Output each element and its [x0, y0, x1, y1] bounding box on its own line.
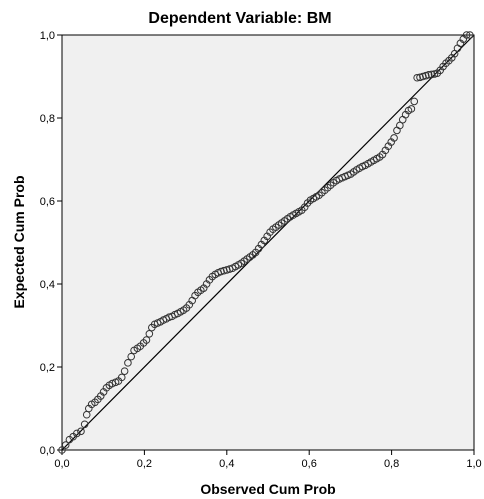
data-point: [108, 379, 117, 388]
x-tick-label: 0,8: [384, 458, 399, 470]
data-point: [466, 31, 474, 39]
y-axis-label: Expected Cum Prob: [11, 175, 27, 308]
y-tick-label: 0,2: [40, 362, 55, 374]
reference-line-group: [61, 34, 475, 451]
data-point: [462, 31, 471, 39]
data-point: [124, 359, 132, 367]
data-point: [145, 330, 154, 338]
x-tick-label: 1,0: [466, 458, 481, 470]
y-tick-label: 0,4: [40, 279, 55, 291]
data-point: [120, 367, 129, 375]
x-tick-label: 0,6: [302, 458, 317, 470]
data-point: [390, 134, 398, 142]
y-tick-label: 0,8: [40, 113, 55, 125]
data-point: [410, 97, 419, 106]
data-point: [396, 121, 404, 130]
data-point: [61, 441, 70, 449]
y-tick-label: 0,0: [40, 445, 55, 457]
x-tick-label: 0,0: [54, 458, 69, 470]
data-points: [58, 31, 474, 454]
data-point: [80, 420, 89, 429]
data-point: [117, 373, 126, 382]
chart-title: Dependent Variable: BM: [148, 10, 331, 27]
data-point: [142, 336, 151, 344]
data-point: [127, 352, 136, 361]
data-point: [73, 429, 81, 438]
reference-line: [61, 34, 475, 451]
data-point: [407, 105, 416, 113]
data-point: [58, 446, 66, 454]
x-axis-label: Observed Cum Prob: [200, 481, 335, 497]
data-point: [413, 73, 421, 82]
axis-ticks: 0,00,0 0,2 0,2 0,4 0,4 0,6 0,6 0,8 0,8 1,0 1,0: [40, 30, 482, 470]
data-point: [427, 70, 436, 79]
x-tick-label: 0,2: [137, 458, 152, 470]
data-point: [424, 71, 433, 79]
y-tick-label: 1,0: [40, 30, 55, 42]
y-tick-label: 0,6: [40, 196, 55, 208]
data-point: [77, 427, 85, 436]
x-tick-label: 0,4: [219, 458, 234, 470]
